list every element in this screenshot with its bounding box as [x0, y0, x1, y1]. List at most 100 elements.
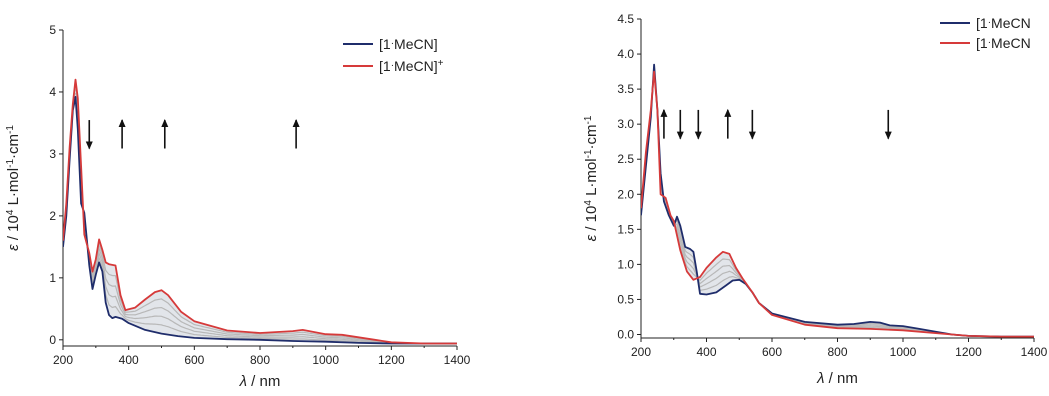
- y-axis-text: L: [583, 188, 600, 201]
- y-tick-label: 0.0: [617, 327, 634, 341]
- y-axis-sup: 4: [583, 200, 594, 206]
- x-axis-unit: / nm: [825, 370, 858, 387]
- legend-text: [1: [379, 58, 391, 74]
- x-tick-label: 1000: [890, 345, 917, 359]
- y-tick-label: 3.0: [617, 117, 634, 131]
- legend-label: [1·MeCN]: [379, 36, 438, 52]
- arrow-head: [748, 131, 756, 140]
- arrow-down-icon: [884, 109, 892, 140]
- y-tick-label: 5: [49, 23, 56, 37]
- chart-2: 200 400 600 800 1000 1200 1400 0.0 0.5 1.0 1.5 2.0 2…: [583, 12, 1048, 387]
- arrow-up-icon: [292, 119, 300, 149]
- y-tick-label: 2: [49, 209, 56, 223]
- intermediate-trace: [641, 68, 1034, 338]
- legend-item: [1·MeCN]+: [343, 58, 444, 75]
- y-tick-label: 3.5: [617, 82, 634, 96]
- legend-label: [1·MeCN]+: [379, 58, 444, 75]
- series-line-1: [63, 96, 457, 345]
- series-line-1: [641, 63, 1034, 338]
- arrow-head: [118, 119, 126, 128]
- legend-text: [1: [976, 15, 988, 31]
- arrow-down-icon: [676, 109, 684, 140]
- y-axis-dot: ·: [5, 154, 22, 159]
- x-tick-label: 800: [250, 353, 270, 367]
- y-tick-label: 4: [49, 85, 56, 99]
- legend-text: [1: [976, 35, 988, 51]
- y-tick-label: 0.5: [617, 292, 634, 306]
- y-axis-sup: -1: [583, 115, 594, 124]
- arrow-up-icon: [118, 119, 126, 149]
- x-tick-label: 600: [184, 353, 204, 367]
- arrow-head: [884, 131, 892, 140]
- y-tick-label: 3: [49, 147, 56, 161]
- x-tick-label: 800: [827, 345, 847, 359]
- chart-1: 200 400 600 800 1000 1200 1400 0 1 2 3 4 5 λ / nm ε / …: [5, 23, 471, 390]
- difference-band: [641, 64, 1034, 337]
- legend-dot: ·: [391, 60, 394, 71]
- x-axis-unit: / nm: [247, 373, 280, 390]
- arrow-head: [694, 131, 702, 140]
- legend-dot: ·: [391, 38, 394, 49]
- y-axis-dot: ·: [5, 192, 22, 197]
- x-tick-label: 400: [696, 345, 716, 359]
- y-axis-sup: -1: [5, 125, 16, 134]
- y-axis-dot: ·: [583, 144, 600, 149]
- intermediate-trace: [641, 70, 1034, 338]
- y-tick-label: 2.0: [617, 187, 634, 201]
- y-axis-sup: -1: [5, 159, 16, 168]
- y-tick-label: 4.5: [617, 12, 634, 26]
- plot-area: [63, 78, 457, 345]
- x-axis-symbol: λ: [816, 370, 824, 387]
- arrow-head: [161, 119, 169, 128]
- intermediate-trace: [641, 67, 1034, 338]
- x-tick-label: 1200: [378, 353, 405, 367]
- y-tick-label: 1: [49, 271, 56, 285]
- x-axis-symbol: λ: [239, 373, 247, 390]
- legend-text: MeCN: [991, 15, 1031, 31]
- legend-label: [1·MeCN: [976, 15, 1031, 31]
- y-axis-text: mol: [5, 168, 22, 192]
- arrow-up-icon: [161, 119, 169, 149]
- legend-dot: ·: [988, 17, 991, 28]
- legend-item: [1·MeCN]: [343, 36, 438, 52]
- y-axis-text: cm: [583, 124, 600, 144]
- legend-text: MeCN: [991, 35, 1031, 51]
- y-axis-symbol: ε: [5, 244, 22, 251]
- arrow-head: [660, 108, 668, 117]
- x-tick-label: 1400: [1021, 345, 1048, 359]
- legend-item: [1·MeCN: [940, 15, 1031, 31]
- x-tick-label: 200: [53, 353, 73, 367]
- x-axis-label: λ / nm: [816, 370, 858, 387]
- series-line-2: [641, 70, 1034, 338]
- y-axis-sup: -1: [583, 149, 594, 158]
- legend-text: MeCN]: [394, 58, 438, 74]
- series-line-2: [63, 78, 457, 345]
- x-tick-label: 200: [631, 345, 651, 359]
- legend-text: MeCN]: [394, 36, 438, 52]
- y-axis-text: mol: [583, 158, 600, 182]
- y-axis-label: ε / 104 L·mol-1·cm-1: [583, 115, 601, 241]
- legend-text: [1: [379, 36, 391, 52]
- y-tick-label: 1.5: [617, 222, 634, 236]
- arrow-up-icon: [724, 108, 732, 139]
- legend-dot: ·: [988, 37, 991, 48]
- y-tick-label: 1.0: [617, 257, 634, 271]
- y-axis-label: ε / 104 L·mol-1·cm-1: [5, 125, 23, 251]
- x-tick-label: 1200: [955, 345, 982, 359]
- plot-area: [641, 63, 1034, 338]
- y-tick-label: 4.0: [617, 47, 634, 61]
- y-tick-label: 0: [49, 333, 56, 347]
- x-tick-label: 400: [119, 353, 139, 367]
- y-axis-sup: 4: [5, 209, 16, 215]
- arrow-down-icon: [694, 109, 702, 140]
- y-tick-label: 2.5: [617, 152, 634, 166]
- legend-item: [1·MeCN: [940, 35, 1031, 51]
- x-tick-label: 600: [762, 345, 782, 359]
- y-axis-symbol: ε: [583, 234, 600, 241]
- arrow-head: [292, 119, 300, 128]
- x-axis-label: λ / nm: [239, 373, 281, 390]
- y-axis-text: / 10: [583, 206, 600, 235]
- y-axis-dot: ·: [583, 183, 600, 188]
- legend-label: [1·MeCN: [976, 35, 1031, 51]
